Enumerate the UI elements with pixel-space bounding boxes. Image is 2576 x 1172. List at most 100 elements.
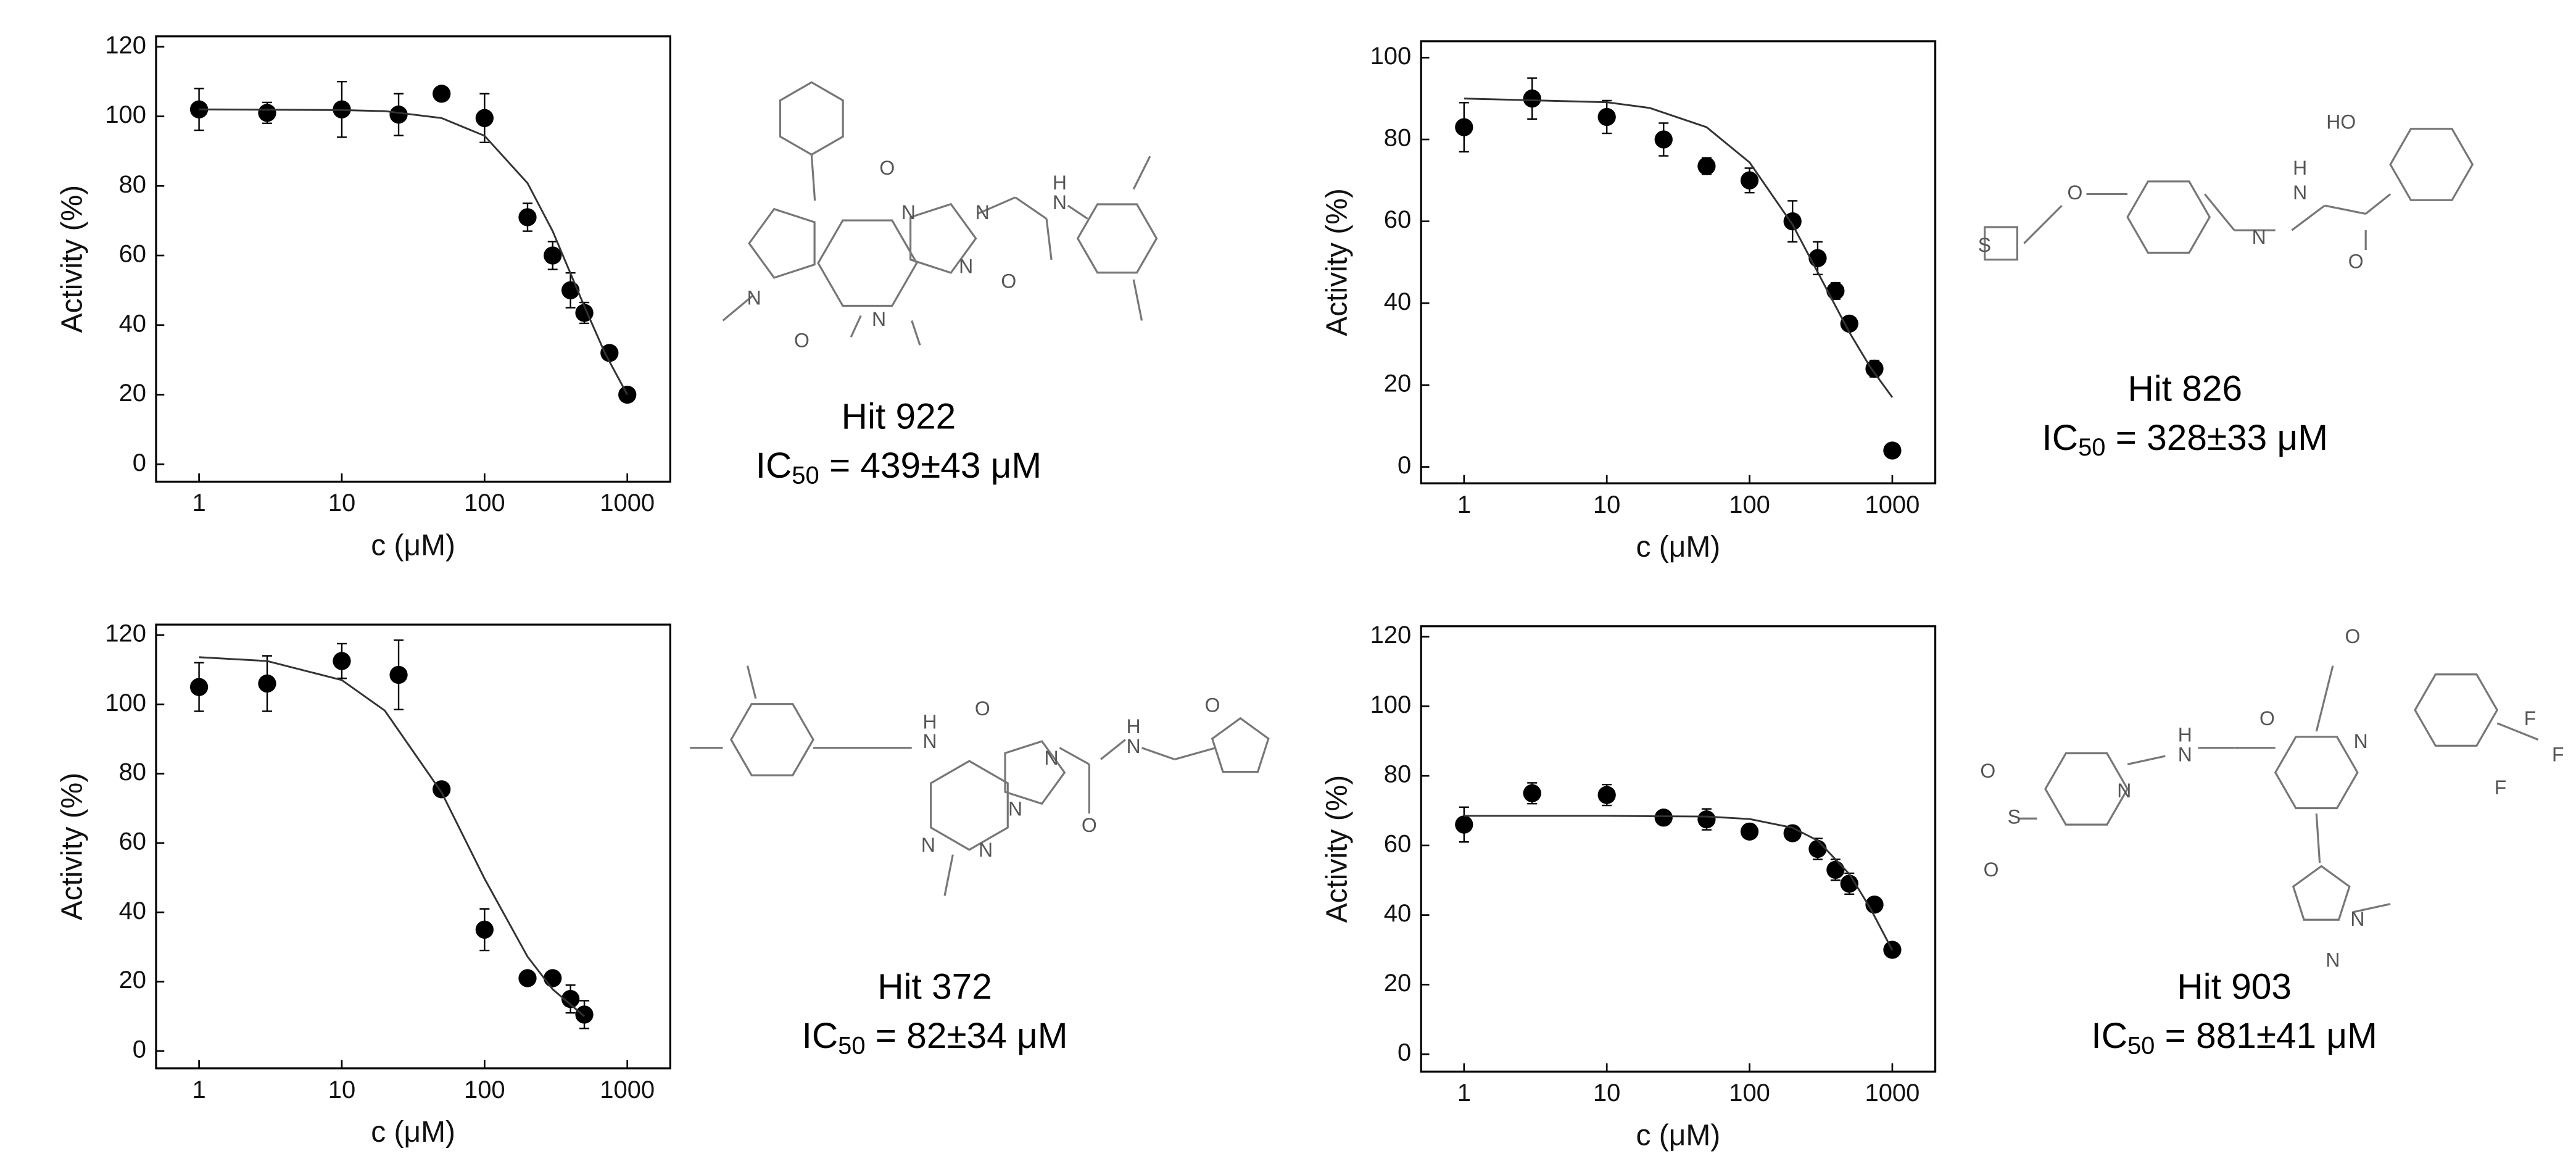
structure [2017,665,2539,921]
data-point [1455,118,1473,136]
fit-curve [199,108,628,396]
fit-curve [1464,815,1894,951]
ic50-subscript: 50 [2078,434,2105,461]
atom-label: N [2325,949,2340,971]
data-point [1883,441,1902,460]
atom-label: O [2348,251,2364,273]
data-point [1840,875,1858,893]
y-tick-label: 80 [1384,125,1411,152]
x-tick-label: 1 [1457,491,1471,518]
ring [930,760,1009,851]
atom-label: N [1045,747,1059,769]
atom-label: F [2495,776,2507,799]
atom-label: N [1008,797,1022,820]
atom-label: O [879,157,895,179]
compound-name: Hit 826 [2128,368,2243,409]
ring [779,81,844,156]
y-tick-label: 100 [1370,43,1412,70]
fit-curve [199,656,586,1017]
atom-label: O [975,697,990,720]
bond [2315,813,2321,863]
x-tick-label: 100 [1729,491,1770,518]
x-tick-label: 1 [192,1076,205,1103]
atom-label: N [2354,730,2368,752]
data-point [1697,157,1716,175]
y-tick-label: 40 [1384,288,1411,315]
x-axis-title: c (μM) [371,530,455,562]
ring [2292,865,2351,921]
ring [909,202,977,274]
y-tick-label: 20 [119,966,146,994]
y-axis-title: Activity (%) [56,185,88,333]
atom-label: F [2524,707,2537,729]
x-axis-title: c (μM) [371,1116,455,1149]
ring [1004,740,1066,805]
data-point [389,106,408,124]
x-tick-label: 10 [1593,491,1620,518]
data-point [1808,839,1827,858]
data-point [600,344,619,362]
structure [690,665,1270,896]
ic50-value: = 439±43 μM [819,446,1042,486]
y-tick-label: 100 [105,689,146,717]
ring [1984,226,2019,261]
ic50-subscript: 50 [2127,1032,2155,1059]
data-point [544,246,562,265]
ring [748,207,816,279]
data-point [544,969,562,987]
data-point [1523,89,1541,108]
y-tick-label: 120 [105,31,146,59]
y-tick-label: 120 [105,620,146,647]
ring [2389,128,2474,201]
bond [1141,747,1175,760]
ic50-subscript: 50 [838,1032,865,1059]
y-tick-label: 80 [119,758,146,786]
x-tick-label: 10 [328,489,355,517]
atom-label: H [923,710,937,733]
chart-panel: 0 20 40 60 80 100 1 10 100 1000 Activity (%) c (μM)… [1321,40,2474,563]
ring [1076,203,1158,274]
bond [1067,204,1088,220]
atom-label: N [2117,779,2131,802]
data-point [518,969,537,987]
atom-label: O [2067,181,2082,204]
ring [817,219,918,307]
data-point [389,665,408,684]
atom-label: F [2552,744,2564,766]
atom-label: N [921,834,935,856]
data-point [258,104,276,122]
ring [2274,736,2359,810]
data-point [1826,281,1845,301]
plot-frame [1420,625,1937,1073]
data-point [1597,786,1616,804]
x-tick-label: 100 [464,489,505,517]
y-tick-label: 100 [1370,691,1412,718]
data-point [333,652,351,670]
bond [722,295,753,322]
atom-label: O [1205,694,1220,717]
fit-curve [1464,98,1894,398]
plot-frame [155,35,671,483]
bond [2365,193,2392,215]
atom-label: N [1053,191,1067,214]
bond [2127,755,2166,765]
ic50-prefix: IC [2091,1016,2127,1057]
atom-label: N [872,308,886,330]
y-tick-label: 40 [1384,900,1411,927]
atom-label: HO [2326,110,2356,133]
data-point [475,920,494,939]
y-tick-label: 60 [1384,206,1411,233]
data-point [1697,810,1716,829]
atom-label: H [2178,724,2192,746]
data-point [1740,171,1759,189]
ic50-subscript: 50 [792,462,819,489]
data-point [433,85,451,103]
data-point [518,208,537,227]
y-tick-label: 0 [133,449,146,476]
x-tick-label: 1000 [600,1076,655,1103]
compound-name: Hit 922 [842,397,956,437]
bond [2291,204,2325,231]
bond [2324,204,2366,215]
ring [730,703,814,776]
y-tick-label: 0 [133,1036,146,1063]
